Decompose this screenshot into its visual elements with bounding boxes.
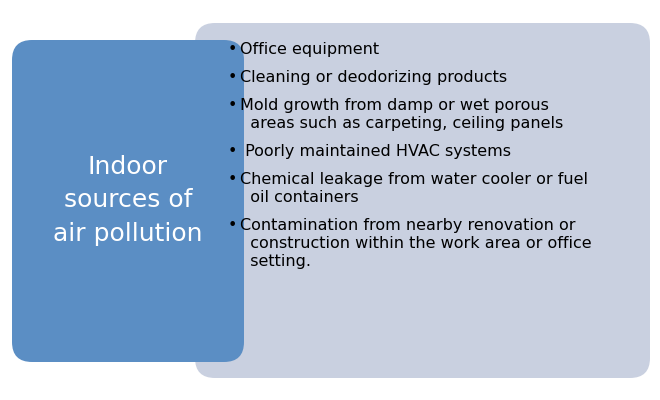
Text: •: • — [228, 172, 238, 187]
FancyBboxPatch shape — [195, 23, 650, 378]
Text: oil containers: oil containers — [240, 190, 358, 205]
Text: •: • — [228, 144, 238, 159]
Text: •: • — [228, 218, 238, 233]
Text: setting.: setting. — [240, 254, 311, 269]
Text: Contamination from nearby renovation or: Contamination from nearby renovation or — [240, 218, 576, 233]
Text: •: • — [228, 70, 238, 85]
Text: •: • — [228, 42, 238, 57]
Text: construction within the work area or office: construction within the work area or off… — [240, 236, 591, 251]
Text: areas such as carpeting, ceiling panels: areas such as carpeting, ceiling panels — [240, 116, 563, 131]
Text: Office equipment: Office equipment — [240, 42, 379, 57]
Text: Indoor
sources of
air pollution: Indoor sources of air pollution — [53, 154, 203, 246]
Text: Poorly maintained HVAC systems: Poorly maintained HVAC systems — [240, 144, 511, 159]
Text: Chemical leakage from water cooler or fuel: Chemical leakage from water cooler or fu… — [240, 172, 588, 187]
Text: Mold growth from damp or wet porous: Mold growth from damp or wet porous — [240, 98, 549, 113]
FancyBboxPatch shape — [12, 40, 244, 362]
Text: •: • — [228, 98, 238, 113]
Text: Cleaning or deodorizing products: Cleaning or deodorizing products — [240, 70, 507, 85]
